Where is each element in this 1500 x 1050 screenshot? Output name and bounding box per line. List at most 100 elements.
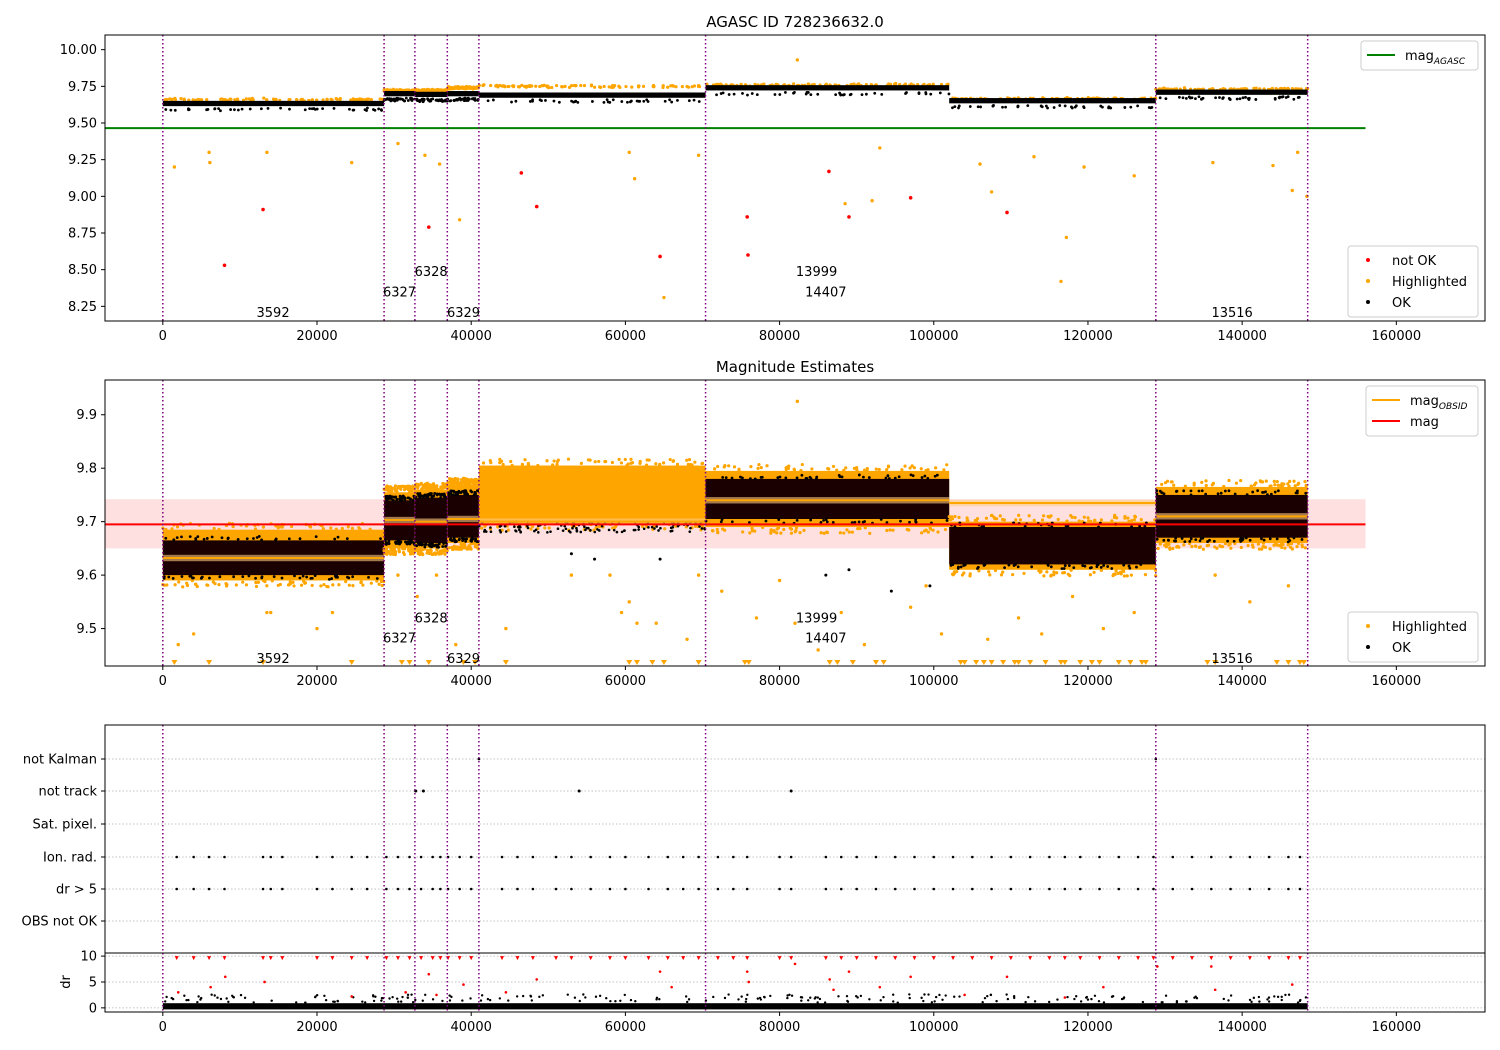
highlighted-point [1171, 546, 1175, 551]
ok-point [628, 100, 632, 104]
highlighted-point [819, 531, 823, 535]
ok-points-band [949, 527, 1156, 565]
ok-point [427, 543, 431, 547]
highlighted-point [597, 525, 602, 529]
highlighted-point [569, 84, 574, 88]
dr-ok-point [216, 996, 219, 999]
ok-point [484, 530, 488, 533]
dr-ok-point [530, 999, 534, 1002]
highlighted-point [661, 84, 665, 88]
ok-point [514, 529, 518, 533]
highlighted-point [461, 86, 465, 90]
dr-ok-point [541, 994, 545, 997]
dr-ok-point [952, 995, 956, 998]
dr-clipped-marker [554, 956, 559, 961]
ok-point [804, 92, 808, 96]
highlighted-point [640, 524, 645, 529]
dr-ok-point [1005, 993, 1008, 996]
dr-ok-point [448, 999, 452, 1002]
offscale-marker [1015, 660, 1022, 665]
ok-point [220, 536, 224, 540]
not-ok-point [827, 169, 831, 174]
ok-point [1039, 104, 1043, 108]
dr-clipped-marker [681, 956, 686, 961]
dr-clipped-marker [1151, 956, 1156, 961]
highlighted-point [862, 468, 867, 472]
highlighted-point [1070, 515, 1074, 519]
not-track-flag-point [789, 789, 793, 793]
ok-point [1030, 565, 1034, 569]
ok-point [208, 576, 211, 580]
ion-rad-flag-point [500, 855, 504, 859]
ok-point [879, 517, 883, 521]
dr-ok-point [930, 1001, 934, 1004]
ok-point [1058, 104, 1062, 107]
offscale-marker [1061, 660, 1068, 665]
ok-points-band [447, 91, 479, 97]
highlighted-point [1099, 568, 1103, 572]
highlighted-point [721, 527, 725, 531]
highlighted-point [779, 531, 783, 535]
dr-flag-point [269, 887, 273, 891]
ok-point [860, 93, 864, 97]
ok-point [1088, 566, 1092, 570]
dr-ok-point [450, 995, 453, 999]
dr-flag-point [874, 887, 878, 891]
ion-rad-flag-point [716, 855, 720, 859]
dr-ok-point [1276, 995, 1280, 999]
highlighted-point [1064, 235, 1069, 240]
highlighted-point [822, 531, 826, 535]
dr-ok-point [323, 994, 326, 998]
x-tick-label: 140000 [1217, 674, 1267, 689]
ok-point [439, 495, 443, 499]
dr-clipped-marker [438, 956, 443, 961]
ion-rad-flag-point [1287, 855, 1290, 859]
dr-high-point [747, 980, 751, 984]
ok-point [1238, 97, 1242, 101]
highlighted-point [1068, 574, 1072, 578]
dr-flag-point [385, 887, 388, 891]
offscale-marker [988, 660, 995, 665]
ion-rad-flag-point [192, 855, 195, 859]
ok-point [914, 517, 918, 521]
dr-flag-point [500, 887, 504, 891]
ok-point [293, 574, 296, 578]
highlighted-point [261, 525, 266, 529]
highlighted-point [441, 486, 446, 490]
dr-ok-point [1299, 998, 1302, 1002]
ok-point [421, 100, 425, 104]
highlighted-point [536, 463, 540, 468]
dr-flag-point [419, 887, 423, 891]
ok-point [748, 521, 751, 524]
highlighted-point [1014, 518, 1018, 522]
dr-high-point [670, 985, 673, 989]
highlighted-point [1017, 513, 1021, 517]
highlighted-point [526, 462, 530, 467]
obsid-label: 14407 [805, 286, 846, 301]
ok-point [1158, 96, 1162, 100]
dr-ok-point [655, 996, 659, 1000]
highlighted-point [405, 486, 409, 491]
offscale-marker [1212, 660, 1219, 665]
ok-point [375, 577, 379, 580]
highlighted-point [441, 481, 445, 486]
ion-rad-flag-point [745, 855, 749, 859]
ok-point [1194, 97, 1197, 101]
highlighted-point [1257, 547, 1262, 551]
ok-point [1110, 567, 1114, 570]
highlighted-point [1206, 543, 1211, 547]
dr-clipped-marker [500, 956, 505, 961]
highlighted-point [674, 524, 678, 528]
ok-point [926, 477, 930, 480]
dr-ok-point [315, 993, 319, 997]
ok-point [750, 92, 754, 95]
highlighted-point [793, 621, 797, 625]
ok-point [363, 108, 367, 112]
highlighted-point [919, 467, 923, 471]
highlighted-point [611, 526, 615, 530]
highlighted-point [414, 484, 418, 489]
ok-point [715, 93, 718, 97]
dr-high-point [427, 972, 431, 976]
highlighted-point [457, 218, 462, 222]
